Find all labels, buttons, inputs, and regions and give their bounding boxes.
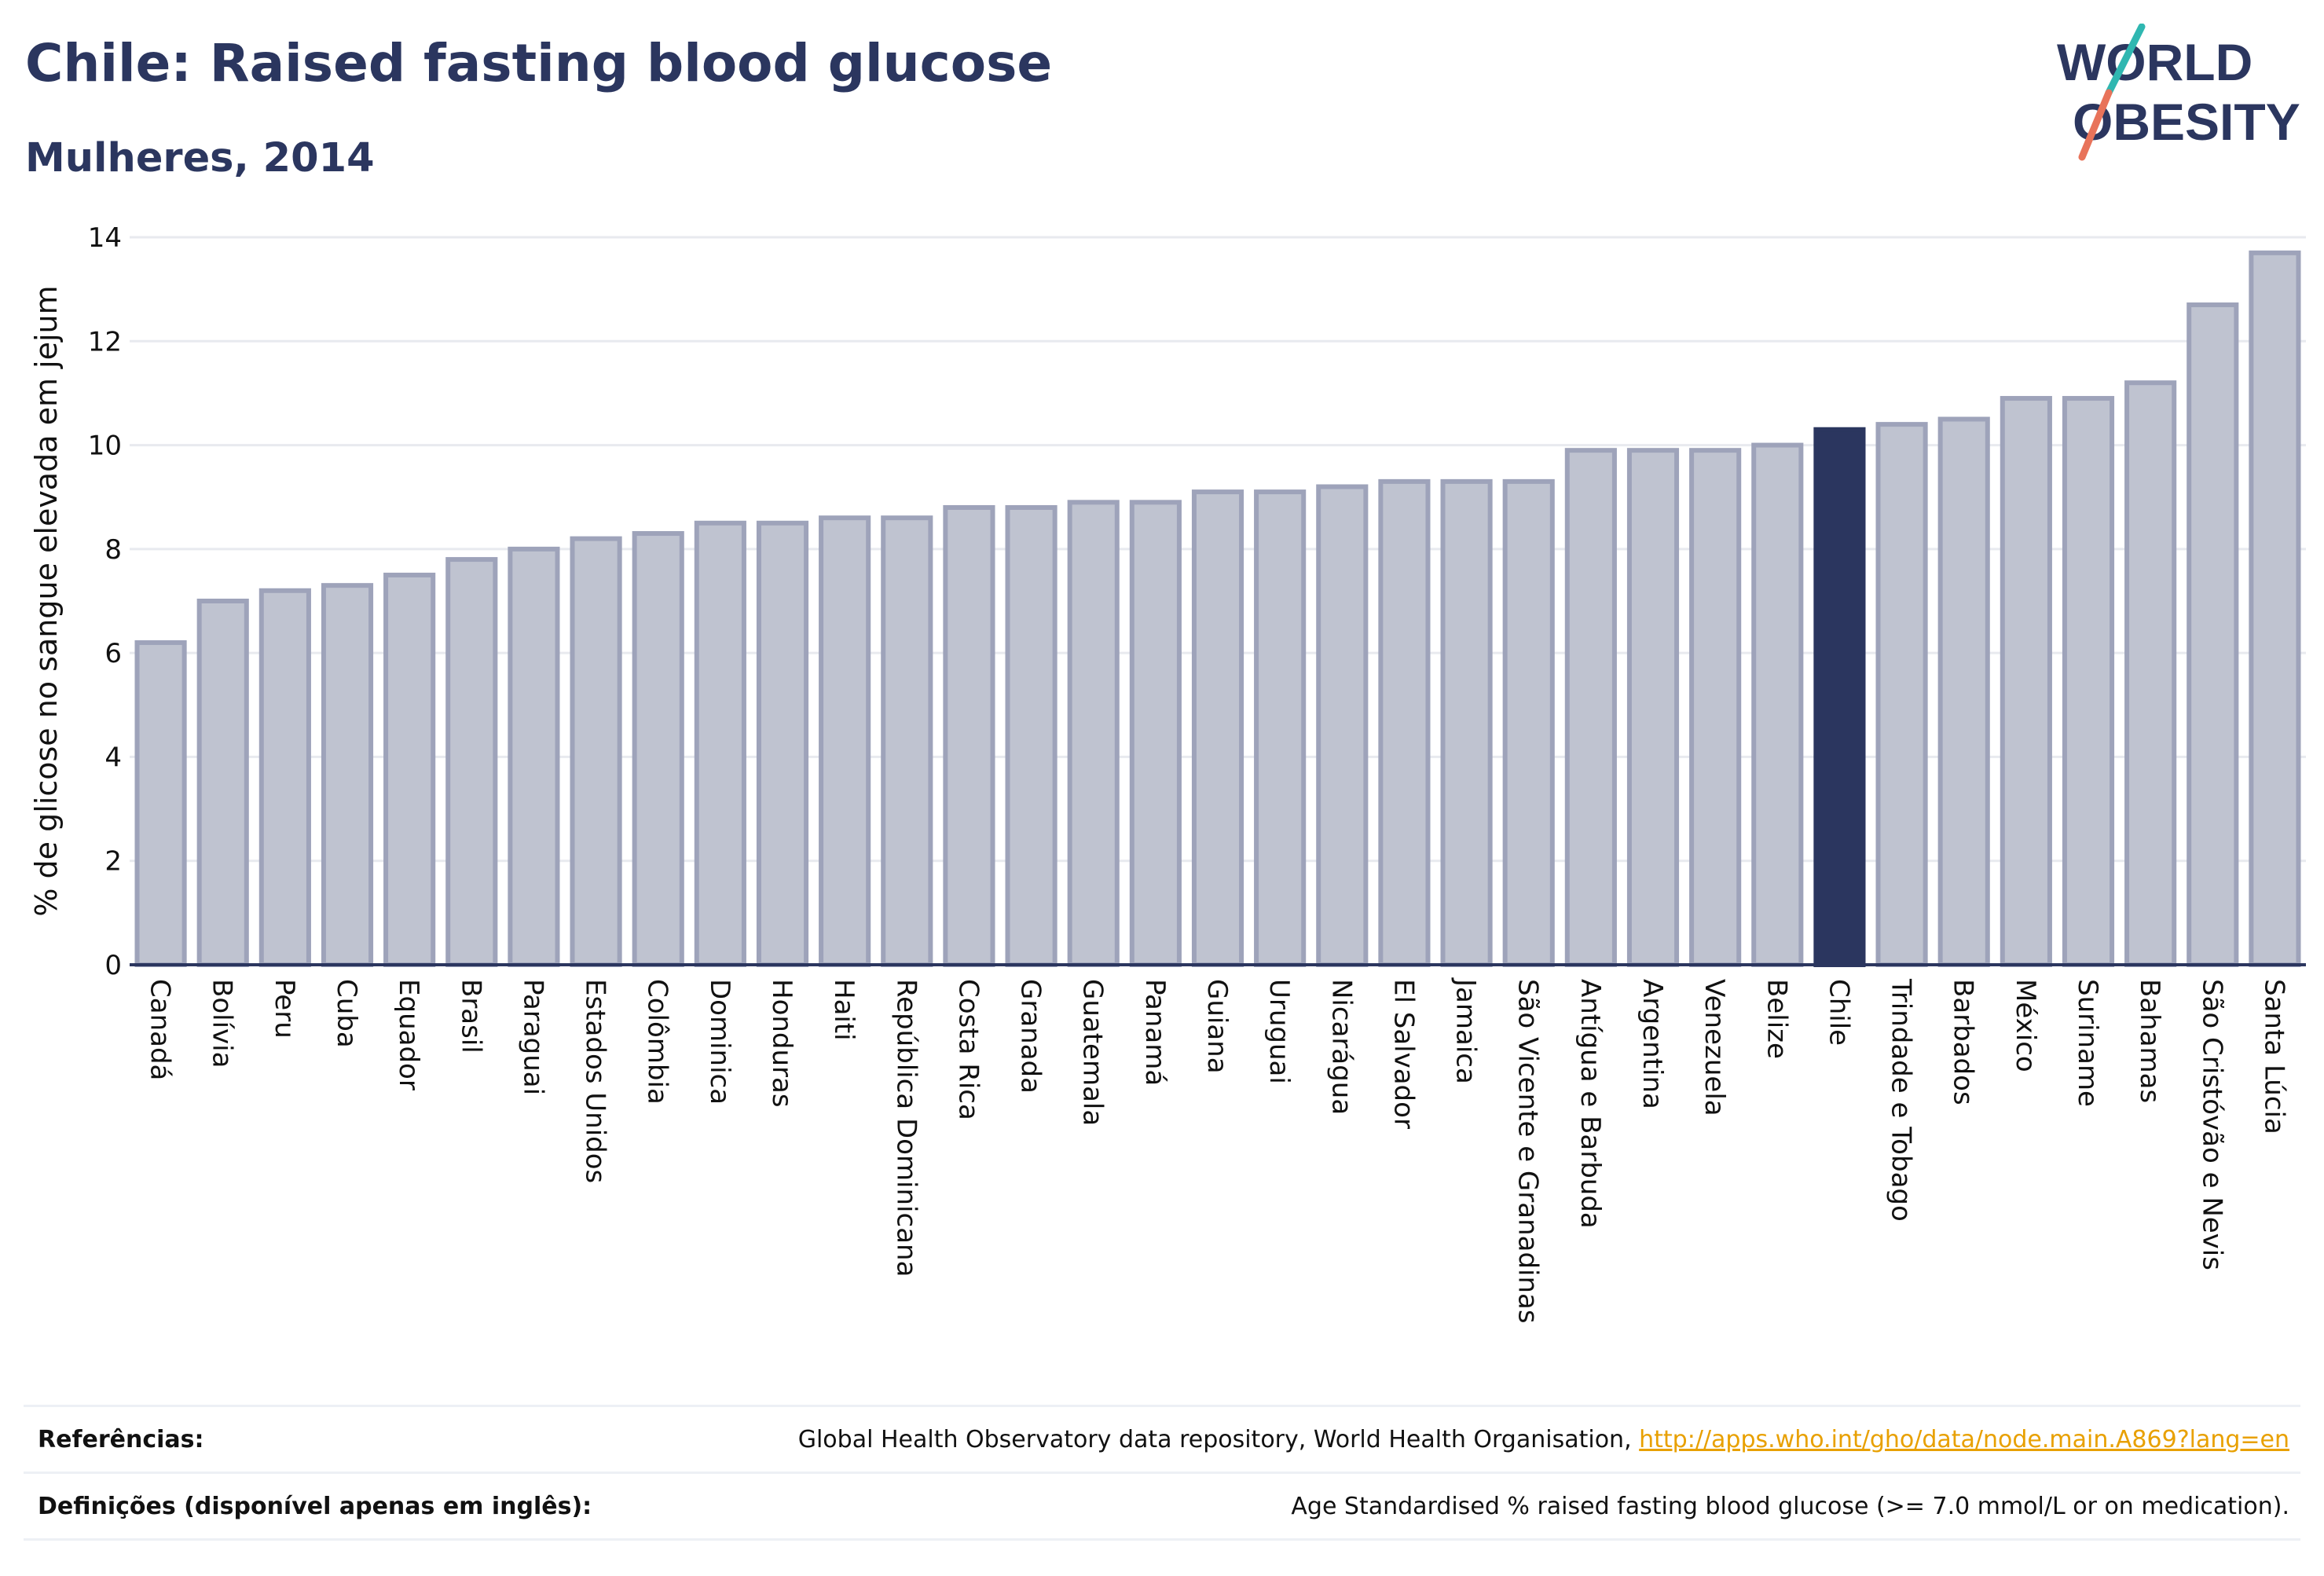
y-tick-label: 10	[88, 431, 122, 462]
bar-Estados Unidos	[570, 536, 622, 967]
bar-Chile	[1813, 427, 1866, 967]
x-tick-label: Estados Unidos	[580, 979, 611, 1183]
y-axis-label: % de glicose no sangue elevada em jejum	[29, 285, 64, 916]
logo-line2: OBESITY	[2073, 93, 2300, 151]
x-axis-labels: Canadá Bolívia Peru Cuba Equador Brasil Paragu…	[145, 977, 2290, 1324]
bar-Santa Lúcia	[2249, 250, 2301, 968]
chart-subtitle: Mulheres, 2014	[25, 135, 375, 181]
bar-São Cristóvão e Nevis	[2187, 302, 2239, 967]
x-tick-label: Nicarágua	[1325, 979, 1357, 1115]
x-tick-label: Chile	[1823, 979, 1854, 1046]
bar-Argentina	[1626, 448, 1680, 967]
bar-Guatemala	[1067, 500, 1120, 967]
x-tick-label: Venezuela	[1699, 979, 1730, 1116]
bar-Antígua e Barbuda	[1564, 448, 1617, 967]
bar-Panamá	[1129, 500, 1182, 967]
y-tick-label: 8	[104, 534, 122, 566]
y-tick-label: 4	[104, 742, 122, 773]
bar-República Dominicana	[881, 515, 933, 967]
x-tick-label: Honduras	[766, 979, 797, 1108]
bar-Equador	[383, 572, 436, 968]
x-tick-label: Trindade e Tobago	[1886, 978, 1917, 1222]
x-tick-label: Brasil	[455, 979, 486, 1054]
logo-slash-top	[2105, 24, 2146, 97]
bar-Jamaica	[1440, 478, 1493, 967]
definitions-row: Definições (disponível apenas em inglês)…	[24, 1472, 2300, 1541]
x-tick-label: Argentina	[1637, 979, 1668, 1109]
y-tick-label: 14	[88, 222, 122, 254]
y-tick-label: 6	[104, 638, 122, 669]
definitions-value: Age Standardised % raised fasting blood …	[1291, 1492, 2289, 1520]
bar-Barbados	[1937, 416, 1990, 967]
bar-Granada	[1005, 504, 1058, 967]
bar-Suriname	[2062, 396, 2115, 967]
bar-Honduras	[756, 520, 809, 967]
logo-slash-bottom	[2078, 89, 2113, 161]
bar-Cuba	[321, 583, 374, 968]
bar-Guiana	[1191, 489, 1244, 967]
bar-Paraguai	[508, 546, 560, 967]
x-tick-label: Panamá	[1139, 979, 1171, 1086]
x-tick-label: Canadá	[145, 979, 176, 1080]
definitions-label: Definições (disponível apenas em inglês)…	[38, 1492, 592, 1520]
bar-Uruguai	[1254, 489, 1307, 967]
bar-chart: 0 2 4 6 8 10 12 14 Canadá Bolívia Peru Cuba Equador…	[29, 222, 2306, 1324]
bar-Bahamas	[2124, 380, 2177, 967]
bar-El Salvador	[1378, 478, 1431, 967]
x-tick-label: Costa Rica	[952, 979, 984, 1120]
x-tick-label: Guiana	[1201, 979, 1233, 1074]
x-tick-label: Santa Lúcia	[2258, 979, 2289, 1134]
bar-Trindade e Tobago	[1875, 422, 1928, 967]
references-row: Referências: Global Health Observatory d…	[24, 1405, 2300, 1472]
x-tick-label: El Salvador	[1387, 979, 1419, 1129]
bar-Brasil	[445, 557, 498, 967]
x-tick-label: Suriname	[2072, 979, 2103, 1107]
y-tick-label: 2	[104, 846, 122, 878]
x-tick-label: Cuba	[331, 979, 362, 1048]
x-tick-label: Antígua e Barbuda	[1574, 979, 1606, 1229]
x-tick-label: Peru	[269, 979, 300, 1039]
bar-São Vicente e Granadinas	[1502, 478, 1555, 967]
bar-Haiti	[819, 515, 871, 967]
x-tick-label: República Dominicana	[890, 979, 922, 1277]
y-tick-label: 0	[104, 950, 122, 981]
x-tick-label: Granada	[1015, 979, 1047, 1094]
x-tick-label: Bahamas	[2134, 979, 2165, 1103]
logo-line1: WORLD	[2057, 33, 2253, 91]
x-tick-label: Jamaica	[1450, 977, 1482, 1084]
x-tick-label: Guatemala	[1077, 979, 1109, 1126]
x-tick-label: Belize	[1761, 979, 1792, 1059]
x-tick-label: Barbados	[1948, 979, 1979, 1105]
world-obesity-logo: WORLD OBESITY	[2057, 24, 2300, 161]
bar-Costa Rica	[943, 504, 995, 967]
x-tick-label: São Cristóvão e Nevis	[2196, 979, 2227, 1270]
bar-Bolívia	[196, 599, 249, 967]
x-tick-label: Paraguai	[517, 979, 548, 1095]
chart-title: Chile: Raised fasting blood glucose	[25, 33, 1053, 93]
bar-Colômbia	[632, 531, 684, 967]
y-axis-ticks: 0 2 4 6 8 10 12 14	[88, 222, 122, 981]
bar-Canadá	[134, 640, 187, 968]
x-tick-label: Equador	[393, 979, 424, 1090]
bar-México	[2000, 396, 2052, 967]
references-link[interactable]: http://apps.who.int/gho/data/node.main.A…	[1639, 1425, 2289, 1453]
x-tick-label: Dominica	[704, 979, 735, 1105]
x-tick-label: México	[2010, 979, 2041, 1072]
bar-Belize	[1751, 442, 1804, 967]
x-tick-label: Bolívia	[207, 979, 238, 1068]
y-tick-label: 12	[88, 326, 122, 357]
references-text: Global Health Observatory data repositor…	[797, 1425, 1640, 1453]
bar-Peru	[258, 588, 311, 967]
footer-notes: Referências: Global Health Observatory d…	[24, 1405, 2300, 1541]
bars	[134, 250, 2301, 968]
references-value: Global Health Observatory data repositor…	[798, 1426, 2300, 1453]
bar-Dominica	[694, 520, 746, 967]
bar-Nicarágua	[1316, 484, 1369, 967]
x-tick-label: Haiti	[828, 979, 860, 1041]
x-tick-label: Colômbia	[642, 979, 673, 1105]
x-tick-label: São Vicente e Granadinas	[1512, 979, 1544, 1324]
references-label: Referências:	[38, 1425, 204, 1453]
bar-Venezuela	[1689, 448, 1742, 967]
x-tick-label: Uruguai	[1263, 979, 1295, 1084]
